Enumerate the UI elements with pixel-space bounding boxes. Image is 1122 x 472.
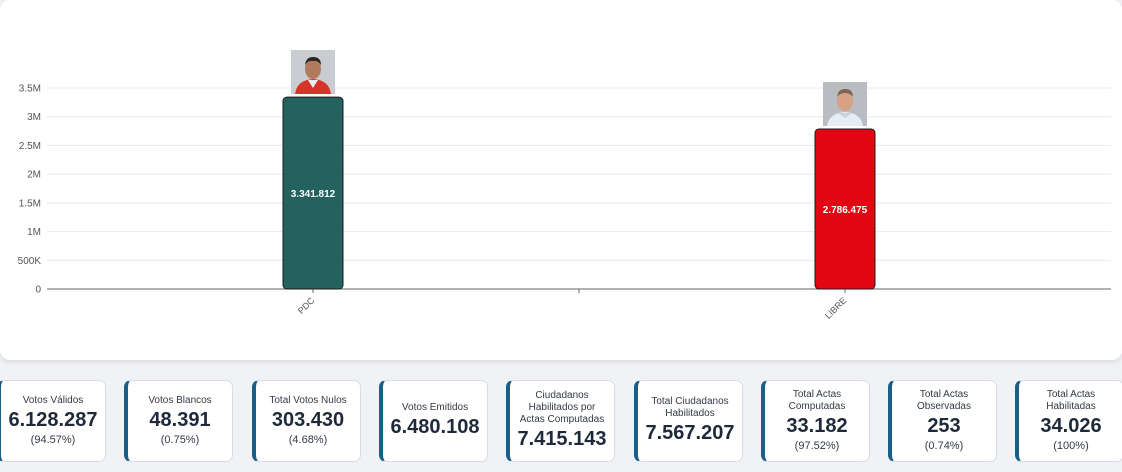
y-tick-label: 3.5M <box>19 84 41 95</box>
bar-value-label: 3.341.812 <box>291 189 336 200</box>
y-tick-label: 500K <box>18 256 42 267</box>
stat-label: Ciudadanos Habilitados por Actas Computa… <box>519 390 605 425</box>
stat-card: Total Ciudadanos Habilitados 7.567.207 <box>634 380 743 462</box>
stat-label: Total Actas Computadas <box>788 389 846 412</box>
stat-percentage: (97.52%) <box>794 440 840 452</box>
stat-label: Total Actas Habilitadas <box>1046 389 1096 412</box>
y-tick-label: 1M <box>27 227 41 238</box>
stat-percentage: (0.74%) <box>924 440 964 452</box>
stat-label: Total Votos Nulos <box>269 395 347 406</box>
stat-card: Ciudadanos Habilitados por Actas Computa… <box>506 380 615 462</box>
stat-card: Votos Válidos 6.128.287 (94.57%) <box>0 380 106 462</box>
stat-label: Votos Válidos <box>22 395 84 406</box>
stat-value: 33.182 <box>786 415 848 437</box>
stat-label: Votos Emitidos <box>401 402 469 413</box>
stat-card: Votos Blancos 48.391 (0.75%) <box>124 380 233 462</box>
stat-card: Votos Emitidos 6.480.108 <box>379 380 488 462</box>
x-tick-label: PDC <box>296 295 317 316</box>
bar-chart: 0 500K 1M 1.5M 2M 2.5M 3M 3.5M 3.341.812 PDC 2.786… <box>18 84 1111 321</box>
stat-label: Total Ciudadanos Habilitados <box>651 396 729 419</box>
y-tick-label: 2.5M <box>19 141 41 152</box>
y-tick-label: 2M <box>27 170 41 181</box>
y-tick-label: 3M <box>27 112 41 123</box>
stat-value: 48.391 <box>149 409 211 431</box>
bar-value-label: 2.786.475 <box>823 205 868 216</box>
stat-value: 34.026 <box>1040 415 1102 437</box>
stat-percentage: (94.57%) <box>30 434 76 446</box>
stat-value: 7.415.143 <box>517 428 607 450</box>
summary-stats: Votos Válidos 6.128.287 (94.57%) Votos Blan… <box>0 380 1122 464</box>
y-tick-label: 0 <box>35 285 41 296</box>
stat-value: 7.567.207 <box>645 422 735 444</box>
stat-card: Total Actas Observadas 253 (0.74%) <box>888 380 997 462</box>
candidate-photo-libre <box>823 81 867 126</box>
stat-value: 303.430 <box>271 409 345 431</box>
stat-value: 6.480.108 <box>390 416 480 438</box>
y-tick-label: 1.5M <box>19 198 41 209</box>
stat-label: Total Actas Observadas <box>917 389 971 412</box>
stat-value: 253 <box>927 415 961 437</box>
stat-percentage: (4.68%) <box>288 434 328 446</box>
stat-label: Votos Blancos <box>148 395 212 406</box>
x-tick-label: LIBRE <box>823 295 848 320</box>
stat-card: Total Votos Nulos 303.430 (4.68%) <box>252 380 361 462</box>
chart-card: 0 500K 1M 1.5M 2M 2.5M 3M 3.5M 3.341.812 PDC 2.786… <box>0 0 1122 360</box>
stat-card: Total Actas Computadas 33.182 (97.52%) <box>761 380 870 462</box>
stat-percentage: (100%) <box>1053 440 1089 452</box>
candidate-photo-pdc <box>291 50 335 95</box>
stat-value: 6.128.287 <box>8 409 98 431</box>
stat-percentage: (0.75%) <box>160 434 200 446</box>
stat-card: Total Actas Habilitadas 34.026 (100%) <box>1015 380 1122 462</box>
